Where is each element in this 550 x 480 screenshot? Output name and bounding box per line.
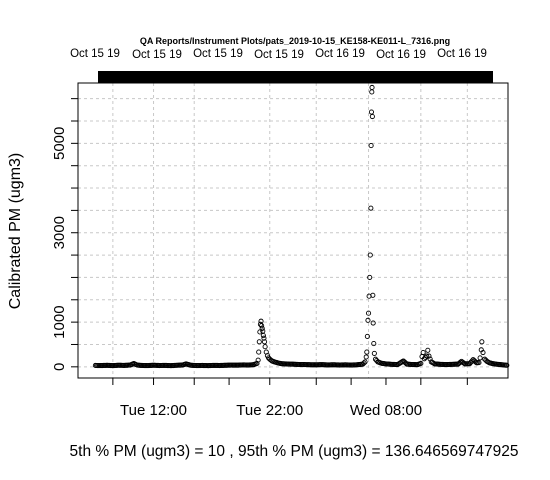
data-point <box>504 362 510 368</box>
footer-text: 5th % PM (ugm3) = 10 , 95th % PM (ugm3) … <box>70 443 519 460</box>
data-point <box>361 360 367 366</box>
data-point <box>420 349 426 356</box>
data-point <box>371 341 377 347</box>
top-axis-label: Oct 15 19 <box>254 49 304 61</box>
data-point <box>457 359 463 365</box>
data-point <box>261 339 268 345</box>
data-point <box>469 358 475 364</box>
top-axis-labels: Oct 15 19 Oct 15 19 Oct 15 19 Oct 15 19 Oct … <box>70 48 487 61</box>
data-point <box>369 84 375 91</box>
y-tick-label: 1000 <box>51 305 68 338</box>
data-point <box>255 357 261 363</box>
data-point <box>427 356 433 362</box>
top-axis-label: Oct 16 19 <box>437 48 487 60</box>
data-point <box>480 349 486 356</box>
data-point <box>259 323 265 329</box>
top-axis-label: Oct 16 19 <box>376 49 426 61</box>
data-point <box>364 333 370 339</box>
data-point <box>371 350 377 356</box>
data-point <box>368 109 375 115</box>
y-tick-label: 3000 <box>51 216 68 249</box>
x-tick-label: Tue 22:00 <box>236 402 303 419</box>
data-point <box>364 349 370 355</box>
grid-lines <box>78 83 508 378</box>
data-point <box>261 335 267 341</box>
data-point <box>367 274 373 280</box>
data-point <box>461 360 467 366</box>
x-axis: Tue 12:00 Tue 22:00 Wed 08:00 <box>112 378 468 419</box>
data-point <box>370 320 376 326</box>
data-point <box>257 321 264 327</box>
x-tick-label: Tue 12:00 <box>120 402 187 419</box>
data-point <box>257 329 263 335</box>
data-point <box>424 353 430 359</box>
plot-frame <box>77 82 509 379</box>
data-point <box>472 359 479 365</box>
data-point <box>369 89 375 95</box>
y-axis: 0 1000 3000 5000 <box>51 98 78 371</box>
y-tick-label: 5000 <box>51 127 68 160</box>
data-point <box>262 344 268 350</box>
data-point <box>259 325 265 331</box>
data-point <box>362 359 368 365</box>
chart-title: QA Reports/Instrument Plots/pats_2019-10… <box>140 36 450 46</box>
data-point <box>260 332 266 339</box>
data-point <box>368 205 374 211</box>
data-point <box>368 143 374 149</box>
data-point <box>254 360 260 367</box>
data-point <box>367 252 373 258</box>
data-point <box>363 354 369 360</box>
data-points <box>92 84 510 369</box>
y-axis-label: Calibrated PM (ugm3) <box>7 153 24 310</box>
top-axis-label: Oct 16 19 <box>315 48 365 60</box>
data-point <box>365 317 371 323</box>
data-point <box>476 360 482 366</box>
x-tick-label: Wed 08:00 <box>350 402 422 419</box>
top-axis-bar <box>98 71 493 83</box>
data-point <box>425 347 431 353</box>
data-point <box>418 360 424 367</box>
data-point <box>426 353 432 359</box>
top-axis-label: Oct 15 19 <box>132 49 182 61</box>
data-point <box>365 310 372 316</box>
top-axis-label: Oct 15 19 <box>193 48 243 60</box>
data-point <box>256 339 262 345</box>
data-point <box>479 339 485 345</box>
data-point <box>370 292 376 298</box>
data-point <box>369 113 375 120</box>
data-point <box>256 349 262 355</box>
y-tick-label: 0 <box>51 363 68 371</box>
top-axis-label: Oct 15 19 <box>70 48 120 60</box>
data-point <box>477 355 483 361</box>
